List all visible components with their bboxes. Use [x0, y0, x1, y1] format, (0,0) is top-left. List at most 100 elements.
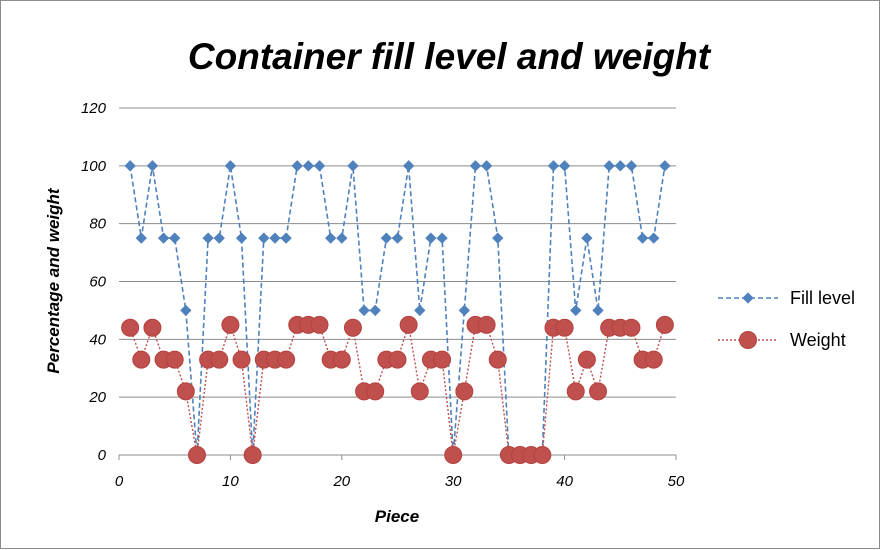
fill-level-point [636, 232, 649, 244]
fill-level-point [213, 232, 225, 244]
x-tick-label: 30 [445, 473, 462, 490]
weight-point [332, 350, 351, 369]
y-tick-label: 40 [89, 331, 106, 348]
fill-level-point [358, 304, 370, 317]
fill-level-point [425, 232, 437, 244]
fill-level-point [280, 232, 292, 244]
y-axis-ticks: 0 20 40 60 80 100 120 [81, 100, 107, 464]
weight-point [410, 382, 429, 401]
weight-point [577, 350, 596, 369]
x-tick-label: 50 [668, 473, 685, 490]
fill-level-point [336, 232, 348, 244]
series-line-fill-level [129, 165, 666, 456]
fill-level-point [558, 160, 571, 172]
weight-point [388, 350, 407, 369]
x-tick-label: 10 [222, 473, 239, 490]
fill-level-point [369, 304, 381, 317]
fill-level-point [603, 160, 615, 172]
fill-level-point [391, 232, 404, 244]
x-tick-label: 20 [332, 473, 350, 490]
y-tick-label: 100 [81, 158, 107, 175]
fill-level-point [648, 232, 660, 244]
fill-level-point [581, 232, 593, 244]
fill-level-point [469, 160, 482, 172]
weight-point [187, 446, 206, 464]
weight-point [132, 350, 151, 369]
fill-level-point [414, 304, 426, 317]
series-line-weight [129, 322, 666, 456]
fill-level-point [124, 160, 136, 172]
weight-point [655, 315, 674, 334]
weight-point [455, 382, 474, 401]
fill-level-point [547, 160, 560, 172]
fill-level-point [625, 160, 638, 172]
chart-title: Container fill level and weight [188, 36, 712, 77]
weight-point [232, 350, 251, 369]
weight-point [444, 446, 463, 464]
weight-point [488, 350, 507, 369]
weight-point [644, 350, 663, 369]
weight-point [121, 318, 140, 337]
fill-level-point [570, 304, 582, 317]
weight-point [566, 382, 585, 401]
fill-level-point [659, 160, 671, 172]
grid-lines [119, 107, 676, 456]
weight-point [221, 315, 240, 334]
weight-point [589, 382, 608, 401]
fill-level-point [380, 232, 393, 244]
weight-point [310, 315, 329, 334]
fill-level-point [169, 232, 181, 244]
y-tick-label: 80 [89, 216, 106, 233]
legend-label-fill-level: Fill level [790, 288, 855, 308]
fill-level-point [291, 160, 303, 172]
fill-level-point [235, 232, 248, 244]
x-tick-label: 0 [115, 473, 124, 490]
weight-point [433, 350, 452, 369]
weight-point [277, 350, 296, 369]
fill-level-point [325, 232, 337, 244]
weight-point [399, 315, 418, 334]
x-axis-label: Piece [375, 507, 419, 526]
weight-point [243, 446, 262, 464]
fill-level-point [492, 232, 504, 244]
fill-level-point [614, 160, 626, 172]
y-tick-label: 60 [89, 274, 106, 291]
fill-level-point [347, 160, 359, 172]
weight-point [343, 318, 362, 337]
x-tick-label: 40 [556, 473, 573, 490]
series-group [121, 160, 674, 464]
fill-level-point [592, 304, 604, 317]
fill-level-point [480, 160, 493, 172]
fill-level-point [146, 160, 159, 172]
weight-point [477, 315, 496, 334]
y-tick-label: 0 [98, 447, 107, 464]
weight-point [143, 318, 162, 337]
legend-marker-fill-level [742, 292, 754, 304]
legend-label-weight: Weight [790, 330, 846, 350]
fill-level-point [458, 304, 470, 317]
fill-level-point [302, 160, 315, 172]
y-axis-label: Percentage and weight [44, 187, 63, 373]
y-tick-label: 20 [88, 389, 106, 406]
fill-level-point [202, 232, 214, 244]
fill-level-point [436, 232, 448, 244]
weight-point [210, 350, 229, 369]
weight-point [366, 382, 385, 401]
y-tick-label: 120 [81, 100, 107, 117]
weight-point [622, 318, 641, 337]
weight-point [555, 318, 574, 337]
fill-level-point [258, 232, 270, 244]
fill-level-point [224, 160, 237, 172]
fill-level-point [402, 160, 415, 172]
fill-level-point [180, 304, 192, 317]
weight-point [165, 350, 184, 369]
weight-point [176, 382, 195, 401]
weight-point [533, 446, 552, 464]
fill-level-point [135, 232, 147, 244]
fill-level-point [269, 232, 281, 244]
legend: Fill level Weight [718, 288, 855, 350]
legend-marker-weight [739, 331, 757, 349]
fill-level-point [313, 160, 326, 172]
